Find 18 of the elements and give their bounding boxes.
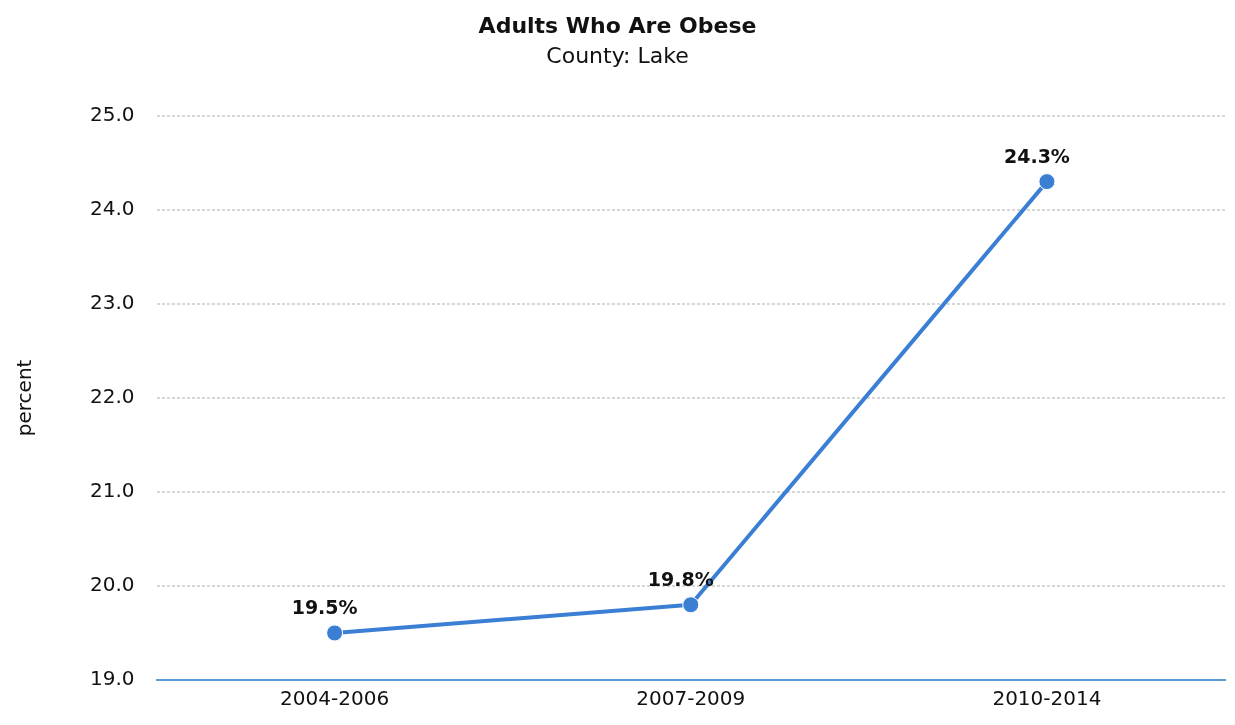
y-tick-label: 22.0 <box>90 384 135 409</box>
y-axis-title: percent <box>12 359 37 437</box>
data-label: 19.5% <box>291 596 358 619</box>
y-tick-label: 21.0 <box>90 478 135 503</box>
point <box>326 624 344 642</box>
x-tick-label: 2007-2009 <box>636 686 746 711</box>
y-tick-label: 25.0 <box>90 102 135 126</box>
x-tick-label: 2010-2014 <box>992 686 1102 711</box>
x-tick-label: 2004-2006 <box>280 686 390 711</box>
chart-title: Adults Who Are Obese <box>478 12 757 38</box>
point <box>1038 173 1056 191</box>
y-tick-label: 24.0 <box>90 196 135 221</box>
point <box>682 596 700 614</box>
chart-subtitle: County: Lake <box>546 43 689 69</box>
y-tick-label: 19.0 <box>90 666 135 691</box>
y-tick-label: 20.0 <box>90 572 135 597</box>
data-label: 24.3% <box>1003 145 1070 168</box>
y-tick-label: 23.0 <box>90 290 135 315</box>
